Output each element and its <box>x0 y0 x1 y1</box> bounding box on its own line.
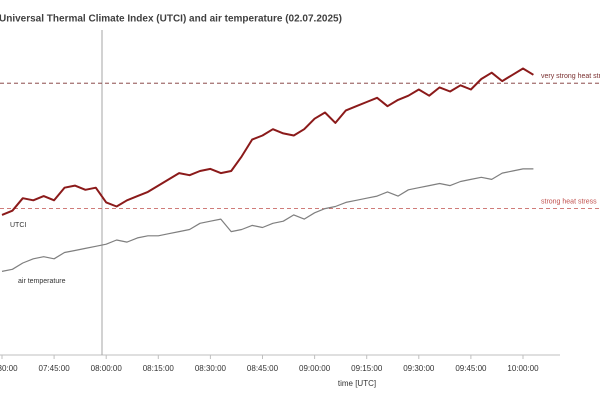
chart-title: Universal Thermal Climate Index (UTCI) a… <box>0 14 342 25</box>
x-tick-label: 08:45:00 <box>247 364 279 373</box>
series-label: air temperature <box>18 278 66 285</box>
series-line <box>1 67 534 216</box>
threshold-label: very strong heat stress <box>541 73 600 80</box>
x-axis-label: time [UTC] <box>338 379 376 388</box>
series-label: UTCI <box>10 222 26 229</box>
x-tick-label: 07:45:00 <box>39 364 71 373</box>
series-line <box>1 168 534 272</box>
x-tick-label: 08:00:00 <box>91 364 123 373</box>
threshold-label: strong heat stress <box>541 198 597 205</box>
x-tick-label: 09:45:00 <box>455 364 487 373</box>
x-tick-label: 09:30:00 <box>403 364 435 373</box>
x-tick-label: 10:00:00 <box>507 364 539 373</box>
x-tick-label: 09:15:00 <box>351 364 383 373</box>
x-tick-label: 08:15:00 <box>143 364 175 373</box>
x-tick-label: 09:00:00 <box>299 364 331 373</box>
x-tick-label: 07:30:00 <box>0 364 18 373</box>
x-tick-label: 08:30:00 <box>195 364 227 373</box>
